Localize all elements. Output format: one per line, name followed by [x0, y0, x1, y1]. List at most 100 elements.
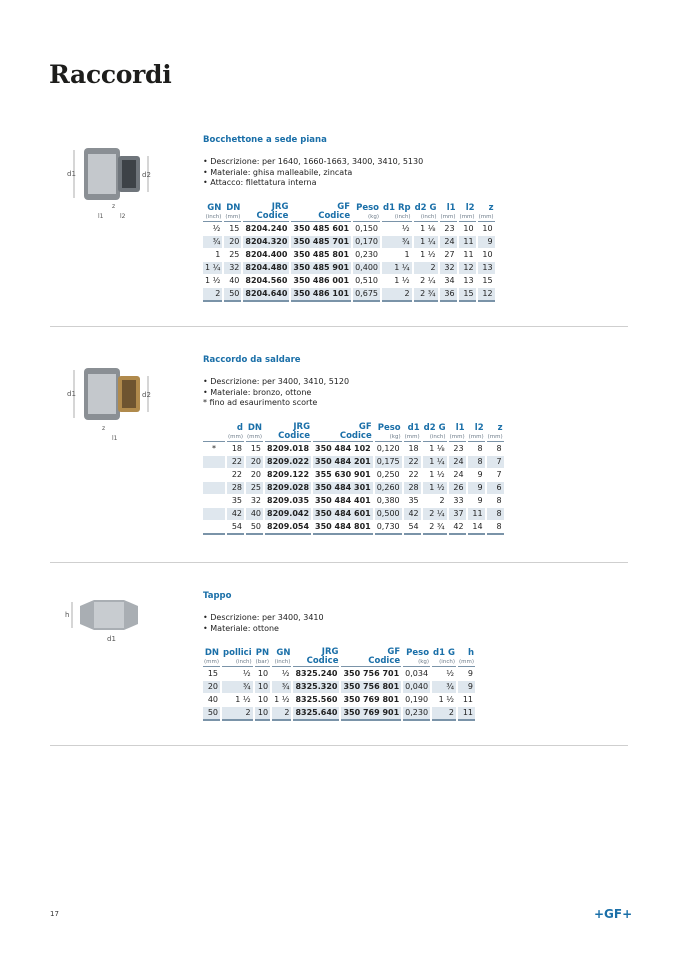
table-cell: 9 [457, 681, 475, 693]
table-cell: 8209.022 [265, 455, 312, 468]
table-cell: 24 [453, 469, 464, 479]
table-cell [203, 495, 225, 507]
table-cell: 0,190 [405, 695, 429, 704]
table-row: 28 25 8209.028 350 484 301 0,260 28 1 ½ 26 9 6 [203, 481, 504, 494]
table-cell: 1 ½ [394, 275, 410, 285]
table-cell: 9 [467, 669, 473, 678]
table-cell: 8 [486, 507, 504, 520]
table-cell: 24 [448, 455, 466, 468]
bullet-item: Attacco: filettatura interna [203, 178, 497, 189]
table-cell: 22 [408, 469, 419, 479]
table-cell: 2 [382, 287, 412, 302]
table-cell: ½ [401, 223, 410, 233]
table-cell: * [212, 443, 216, 453]
column-name: GF [337, 201, 351, 212]
table-cell: 1 ½ [438, 695, 454, 704]
l1-label: l1 [112, 435, 118, 442]
table-cell: ¾ [222, 681, 253, 693]
table-cell: 350 485 801 [293, 249, 350, 259]
column-header: DN (mm) [203, 648, 221, 667]
column-header: Peso (kg) [374, 423, 402, 442]
table-row: 1 25 8204.400 350 485 801 0,230 1 1 ½ 27 11 10 [203, 249, 495, 261]
bullet-item: Descrizione: per 3400, 3410, 5120 [203, 377, 506, 388]
table-cell: 1 ¼ [413, 235, 438, 248]
table-cell [203, 455, 225, 468]
table-cell: 6 [486, 481, 504, 494]
column-unit: (mm) [228, 433, 244, 440]
weld-fitting-image: d1 d2 z l1 [67, 368, 151, 442]
table-cell: 8 [477, 443, 483, 453]
table-cell: 8204.320 [243, 235, 290, 248]
column-unit: (kg) [418, 659, 430, 665]
column-header: pollici (inch) [222, 648, 253, 667]
column-header: GN (inch) [272, 648, 292, 667]
column-name: d1 Rp [383, 202, 411, 213]
column-header: DN (mm) [224, 203, 242, 222]
table-cell: 10 [463, 223, 474, 233]
table-cell: 0,260 [374, 481, 402, 494]
divider [50, 745, 628, 746]
table-cell: 9 [467, 481, 485, 494]
gf-logo: +GF+ [594, 907, 633, 921]
table-cell: 32 [439, 261, 457, 274]
table-row: ¾ 20 8204.320 350 485 701 0,170 ¾ 1 ¼ 24 11 9 [203, 235, 495, 248]
table-cell: 24 [439, 235, 457, 248]
table-cell: 0,400 [353, 261, 380, 274]
h-label: h [65, 611, 69, 619]
d1-label: d1 [107, 635, 116, 643]
table-cell: 350 484 201 [313, 455, 373, 468]
table-cell: 0,150 [355, 223, 378, 233]
table-cell: ½ [212, 223, 221, 233]
table-cell: 28 [403, 481, 421, 494]
table-cell: 8209.028 [265, 481, 312, 494]
table-cell: 1 ½ [205, 275, 221, 285]
table-cell: 2 [432, 707, 456, 721]
table-cell: 42 [227, 507, 245, 520]
table-cell: 2 ¼ [422, 507, 447, 520]
table-cell: 13 [463, 275, 474, 285]
column-name: JRG [293, 421, 311, 432]
column-unit: Codice [339, 430, 372, 441]
column-unit: (mm) [404, 433, 420, 440]
table-cell: 25 [246, 481, 264, 494]
product-table: d (mm) DN (mm) JRG Codice GF Codice Peso (kg) d1 (m… [201, 422, 506, 536]
table-cell: 8204.400 [245, 249, 288, 259]
d1-label: d1 [67, 390, 76, 398]
table-cell: 32 [250, 495, 262, 505]
cap-image: h d1 [65, 600, 138, 643]
z-label: z [112, 203, 115, 210]
table-cell: 15 [229, 223, 240, 233]
column-header: GN (inch) [203, 203, 223, 222]
table-cell: 9 [477, 235, 495, 248]
column-unit: (inch) [439, 659, 455, 665]
d1-label: d1 [67, 170, 76, 178]
table-cell: 8 [496, 495, 502, 505]
table-cell: 0,230 [403, 707, 431, 721]
table-cell: 11 [458, 235, 476, 248]
column-header: l1 (mm) [439, 203, 457, 222]
column-unit: (inch) [429, 433, 446, 440]
table-cell: 1 ¼ [203, 261, 223, 274]
section-title: Raccordo da saldare [203, 355, 301, 365]
table-cell: 18 [231, 443, 243, 453]
l1-label: l1 [98, 213, 104, 220]
divider [50, 326, 628, 327]
column-unit: (inch) [274, 659, 291, 665]
column-name: DN [204, 648, 220, 658]
column-unit: Codice [278, 430, 311, 441]
table-cell: 350 484 102 [315, 443, 371, 453]
table-cell: 54 [403, 521, 421, 535]
column-header: Peso (kg) [403, 648, 431, 667]
column-name: JRG [271, 201, 289, 212]
table-cell: 28 [227, 481, 245, 494]
table-row: 54 50 8209.054 350 484 801 0,730 54 2 ¾ 42 14 8 [203, 521, 504, 535]
column-unit: (mm) [487, 433, 503, 440]
table-cell: 0,730 [374, 521, 402, 535]
table-cell: 20 [250, 469, 262, 479]
column-name: z [497, 422, 503, 433]
table-cell: 7 [496, 469, 502, 479]
column-header: JRG Codice [265, 421, 312, 442]
column-unit: (bar) [255, 659, 270, 665]
union-fitting-image: d1 d2 z l1 l2 [67, 148, 151, 220]
table-cell [203, 481, 225, 494]
